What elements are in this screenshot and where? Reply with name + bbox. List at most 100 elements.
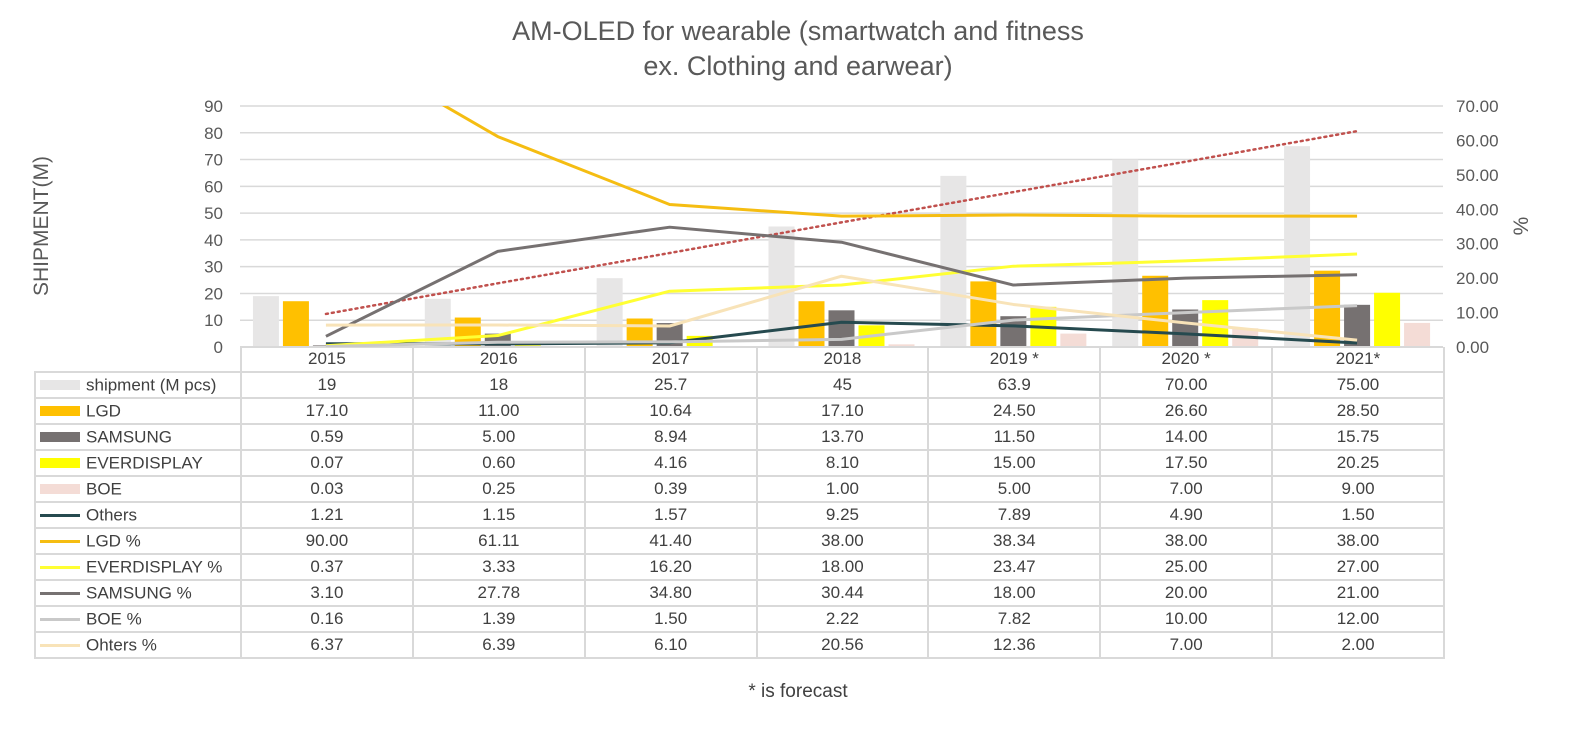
legend-entry: Ohters % — [34, 631, 242, 659]
table-corner — [35, 347, 241, 372]
x-tick-label: 2016 — [411, 347, 586, 372]
data-label: 90.00 — [240, 527, 414, 555]
legend-swatch — [40, 591, 80, 595]
data-label: 1.50 — [583, 605, 758, 633]
legend-label: EVERDISPLAY % — [86, 557, 223, 577]
line-boe- — [325, 304, 1358, 347]
data-label: 17.10 — [755, 397, 930, 425]
data-label: 13.70 — [755, 423, 930, 451]
chart-title-line2: ex. Clothing and earwear) — [643, 51, 953, 81]
data-label: 61.11 — [411, 527, 586, 555]
data-label: 0.03 — [240, 475, 414, 503]
data-label: 0.07 — [240, 449, 414, 477]
data-label: 4.16 — [583, 449, 758, 477]
y2-tick-label: 20.00 — [1456, 269, 1499, 288]
data-label: 38.00 — [1099, 527, 1274, 555]
chart-title-line1: AM-OLED for wearable (smartwatch and fit… — [512, 16, 1084, 46]
data-label: 7.00 — [1099, 631, 1274, 659]
bar-shipment-m-pcs- — [1284, 146, 1311, 347]
table-row: SAMSUNG 0.59 5.00 8.94 13.70 11.50 14.00 15.75 — [34, 423, 1445, 451]
legend-entry: BOE % — [34, 605, 242, 633]
bar-lgd — [1142, 275, 1169, 347]
data-label: 0.37 — [240, 553, 414, 581]
data-label: 16.20 — [583, 553, 758, 581]
data-label: 18 — [411, 371, 586, 399]
data-label: 45 — [755, 371, 930, 399]
legend-swatch — [40, 539, 80, 543]
y-tick-label: 30 — [204, 258, 223, 277]
y2-tick-label: 30.00 — [1456, 235, 1499, 254]
data-label: 4.90 — [1099, 501, 1274, 529]
table-row: Ohters % 6.37 6.39 6.10 20.56 12.36 7.00 2.00 — [34, 631, 1445, 659]
legend-swatch — [40, 458, 80, 469]
data-label: 63.9 — [927, 371, 1102, 399]
data-label: 38.00 — [1271, 527, 1445, 555]
data-label: 8.10 — [755, 449, 930, 477]
chart-title: AM-OLED for wearable (smartwatch and fit… — [0, 14, 1596, 84]
line-ohters- — [325, 274, 1358, 342]
data-label: 15.75 — [1271, 423, 1445, 451]
data-label: 18.00 — [755, 553, 930, 581]
legend-label: BOE % — [86, 609, 142, 629]
data-label: 28.50 — [1271, 397, 1445, 425]
legend-label: SAMSUNG % — [86, 583, 192, 603]
legend-entry: SAMSUNG — [34, 423, 242, 451]
bar-samsung — [828, 310, 855, 347]
line-everdisplay- — [325, 252, 1358, 347]
legend-label: EVERDISPLAY — [86, 453, 203, 473]
y-tick-label: 0 — [214, 338, 223, 357]
data-label: 0.39 — [583, 475, 758, 503]
data-label: 20.25 — [1271, 449, 1445, 477]
table-row: EVERDISPLAY 0.07 0.60 4.16 8.10 15.00 17.50 20.… — [34, 449, 1445, 477]
y-tick-label: 50 — [204, 204, 223, 223]
data-label: 3.10 — [240, 579, 414, 607]
legend-swatch — [40, 643, 80, 647]
y2-tick-label: 10.00 — [1456, 304, 1499, 323]
data-label: 19 — [240, 371, 414, 399]
x-tick-label: 2021* — [1271, 347, 1445, 372]
data-label: 10.00 — [1099, 605, 1274, 633]
data-label: 23.47 — [927, 553, 1102, 581]
x-tick-label: 2018 — [755, 347, 930, 372]
legend-swatch — [40, 406, 80, 417]
data-label: 30.44 — [755, 579, 930, 607]
legend-label: Ohters % — [86, 635, 157, 655]
y-tick-label: 10 — [204, 311, 223, 330]
bar-samsung — [1172, 309, 1199, 347]
y-tick-label: 60 — [204, 177, 223, 196]
data-label: 41.40 — [583, 527, 758, 555]
table-row: SAMSUNG % 3.10 27.78 34.80 30.44 18.00 20.00 21… — [34, 579, 1445, 607]
data-label: 5.00 — [411, 423, 586, 451]
data-label: 70.00 — [1099, 371, 1274, 399]
data-label: 20.00 — [1099, 579, 1274, 607]
data-label: 17.50 — [1099, 449, 1274, 477]
data-label: 38.34 — [927, 527, 1102, 555]
data-label: 1.39 — [411, 605, 586, 633]
data-label: 1.15 — [411, 501, 586, 529]
table-row: LGD 17.10 11.00 10.64 17.10 24.50 26.60 28.50 — [34, 397, 1445, 425]
y2-tick-label: 0.00 — [1456, 338, 1489, 357]
data-label: 6.37 — [240, 631, 414, 659]
data-label: 25.7 — [583, 371, 758, 399]
legend-swatch — [40, 565, 80, 569]
legend-entry: EVERDISPLAY — [34, 449, 242, 477]
bar-shipment-m-pcs- — [940, 175, 967, 347]
data-label: 10.64 — [583, 397, 758, 425]
data-label: 0.16 — [240, 605, 414, 633]
legend-entry: BOE — [34, 475, 242, 503]
data-label: 15.00 — [927, 449, 1102, 477]
data-label: 20.56 — [755, 631, 930, 659]
bar-everdisplay — [1374, 292, 1401, 347]
y2-tick-label: 50.00 — [1456, 166, 1499, 185]
data-label: 12.00 — [1271, 605, 1445, 633]
data-label: 12.36 — [927, 631, 1102, 659]
data-label: 18.00 — [927, 579, 1102, 607]
legend-swatch — [40, 484, 80, 495]
legend-entry: EVERDISPLAY % — [34, 553, 242, 581]
x-tick-label: 2020 * — [1099, 347, 1274, 372]
legend-entry: shipment (M pcs) — [34, 371, 242, 399]
y-tick-label: 70 — [204, 151, 223, 170]
x-tick-label: 2015 — [240, 347, 414, 372]
data-label: 0.25 — [411, 475, 586, 503]
